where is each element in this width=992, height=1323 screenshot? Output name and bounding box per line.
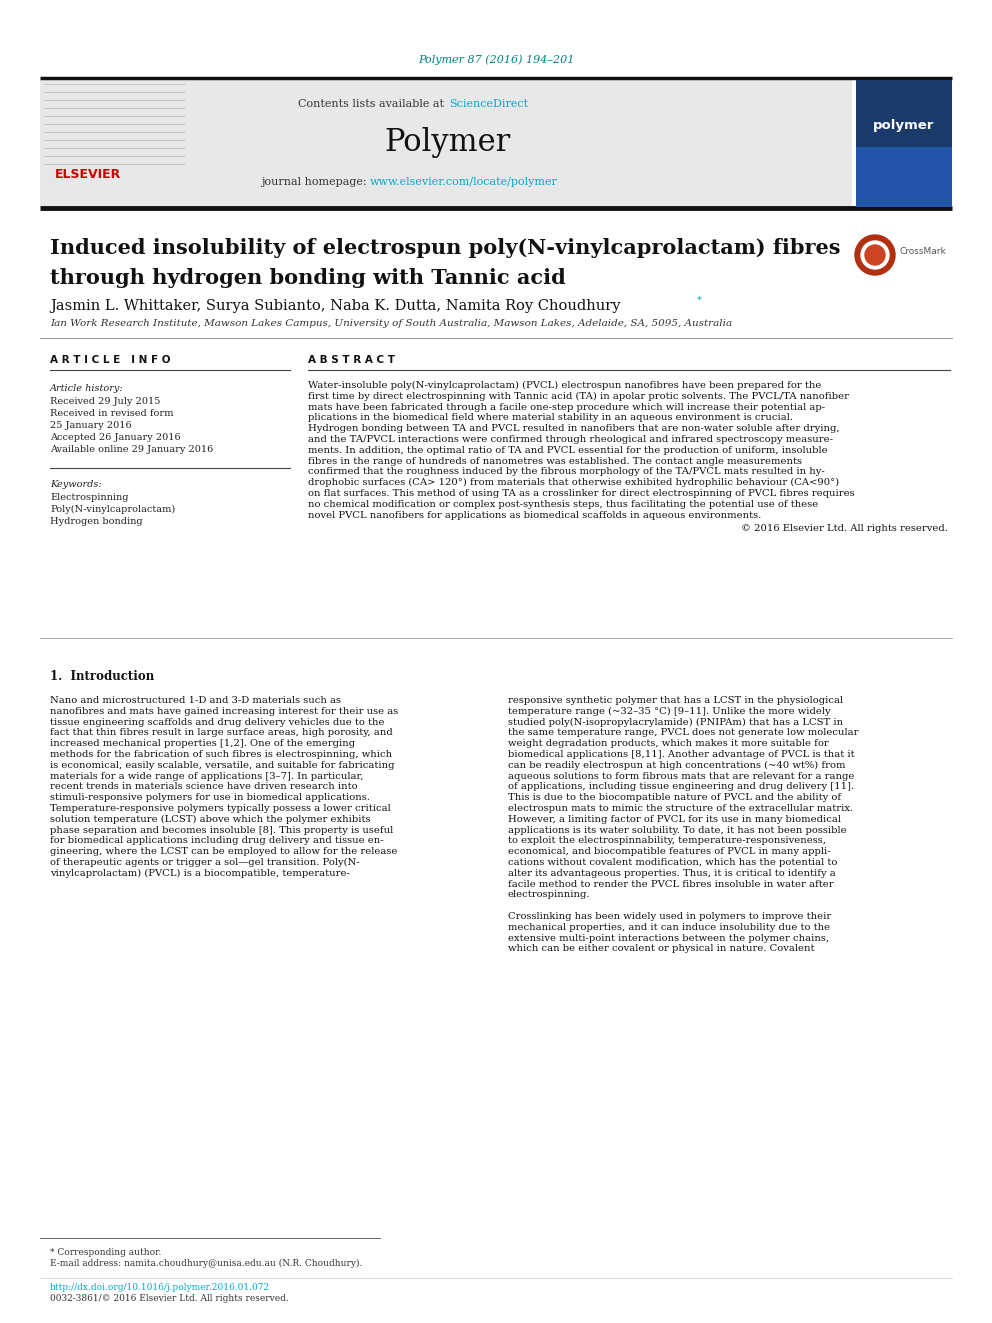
Text: increased mechanical properties [1,2]. One of the emerging: increased mechanical properties [1,2]. O…: [50, 740, 355, 749]
Text: Water-insoluble poly(N-vinylcaprolactam) (PVCL) electrospun nanofibres have been: Water-insoluble poly(N-vinylcaprolactam)…: [308, 381, 821, 390]
Text: fact that thin fibres result in large surface areas, high porosity, and: fact that thin fibres result in large su…: [50, 729, 393, 737]
Text: *: *: [697, 295, 702, 304]
Text: alter its advantageous properties. Thus, it is critical to identify a: alter its advantageous properties. Thus,…: [508, 869, 835, 877]
Text: http://dx.doi.org/10.1016/j.polymer.2016.01.072: http://dx.doi.org/10.1016/j.polymer.2016…: [50, 1283, 270, 1293]
Text: cations without covalent modification, which has the potential to: cations without covalent modification, w…: [508, 859, 837, 867]
Text: no chemical modification or complex post-synthesis steps, thus facilitating the : no chemical modification or complex post…: [308, 500, 818, 509]
Text: can be readily electrospun at high concentrations (~40 wt%) from: can be readily electrospun at high conce…: [508, 761, 845, 770]
Text: of therapeutic agents or trigger a sol—gel transition. Poly(N-: of therapeutic agents or trigger a sol—g…: [50, 859, 360, 867]
Circle shape: [855, 235, 895, 275]
Text: Poly(N-vinylcaprolactam): Poly(N-vinylcaprolactam): [50, 505, 176, 515]
Text: the same temperature range, PVCL does not generate low molecular: the same temperature range, PVCL does no…: [508, 729, 858, 737]
Text: A B S T R A C T: A B S T R A C T: [308, 355, 395, 365]
Text: aqueous solutions to form fibrous mats that are relevant for a range: aqueous solutions to form fibrous mats t…: [508, 771, 854, 781]
Text: ments. In addition, the optimal ratio of TA and PVCL essential for the productio: ments. In addition, the optimal ratio of…: [308, 446, 827, 455]
Text: on flat surfaces. This method of using TA as a crosslinker for direct electrospi: on flat surfaces. This method of using T…: [308, 490, 855, 497]
Text: polymer: polymer: [873, 119, 934, 131]
Text: Temperature-responsive polymers typically possess a lower critical: Temperature-responsive polymers typicall…: [50, 804, 391, 814]
Text: Accepted 26 January 2016: Accepted 26 January 2016: [50, 433, 181, 442]
Text: extensive multi-point interactions between the polymer chains,: extensive multi-point interactions betwe…: [508, 934, 829, 942]
Text: and the TA/PVCL interactions were confirmed through rheological and infrared spe: and the TA/PVCL interactions were confir…: [308, 435, 833, 445]
Bar: [856, 147, 952, 206]
Text: However, a limiting factor of PVCL for its use in many biomedical: However, a limiting factor of PVCL for i…: [508, 815, 841, 824]
Text: economical, and biocompatible features of PVCL in many appli-: economical, and biocompatible features o…: [508, 847, 830, 856]
Text: novel PVCL nanofibers for applications as biomedical scaffolds in aqueous enviro: novel PVCL nanofibers for applications a…: [308, 511, 761, 520]
Text: stimuli-responsive polymers for use in biomedical applications.: stimuli-responsive polymers for use in b…: [50, 794, 370, 802]
Text: Electrospinning: Electrospinning: [50, 493, 129, 501]
Text: A R T I C L E   I N F O: A R T I C L E I N F O: [50, 355, 171, 365]
Text: fibres in the range of hundreds of nanometres was established. The contact angle: fibres in the range of hundreds of nanom…: [308, 456, 802, 466]
Text: for biomedical applications including drug delivery and tissue en-: for biomedical applications including dr…: [50, 836, 384, 845]
Text: to exploit the electrospinnability, temperature-responsiveness,: to exploit the electrospinnability, temp…: [508, 836, 826, 845]
Circle shape: [861, 241, 889, 269]
Text: Contents lists available at: Contents lists available at: [299, 99, 448, 108]
Text: drophobic surfaces (CA> 120°) from materials that otherwise exhibited hydrophili: drophobic surfaces (CA> 120°) from mater…: [308, 478, 839, 487]
Text: electrospinning.: electrospinning.: [508, 890, 590, 900]
Bar: [856, 79, 952, 206]
Text: Available online 29 January 2016: Available online 29 January 2016: [50, 445, 213, 454]
Text: 0032-3861/© 2016 Elsevier Ltd. All rights reserved.: 0032-3861/© 2016 Elsevier Ltd. All right…: [50, 1294, 289, 1303]
Text: recent trends in materials science have driven research into: recent trends in materials science have …: [50, 782, 358, 791]
Text: biomedical applications [8,11]. Another advantage of PVCL is that it: biomedical applications [8,11]. Another …: [508, 750, 855, 759]
Text: applications is its water solubility. To date, it has not been possible: applications is its water solubility. To…: [508, 826, 846, 835]
Text: mats have been fabricated through a facile one-step procedure which will increas: mats have been fabricated through a faci…: [308, 402, 825, 411]
Text: Hydrogen bonding: Hydrogen bonding: [50, 517, 143, 527]
Text: nanofibres and mats have gained increasing interest for their use as: nanofibres and mats have gained increasi…: [50, 706, 398, 716]
Text: E-mail address: namita.choudhury@unisa.edu.au (N.R. Choudhury).: E-mail address: namita.choudhury@unisa.e…: [50, 1259, 362, 1269]
Text: confirmed that the roughness induced by the fibrous morphology of the TA/PVCL ma: confirmed that the roughness induced by …: [308, 467, 824, 476]
Text: solution temperature (LCST) above which the polymer exhibits: solution temperature (LCST) above which …: [50, 815, 370, 824]
Text: ELSEVIER: ELSEVIER: [55, 168, 121, 180]
Text: Induced insolubility of electrospun poly(N-vinylcaprolactam) fibres: Induced insolubility of electrospun poly…: [50, 238, 840, 258]
Text: Hydrogen bonding between TA and PVCL resulted in nanofibers that are non-water s: Hydrogen bonding between TA and PVCL res…: [308, 425, 839, 433]
Text: © 2016 Elsevier Ltd. All rights reserved.: © 2016 Elsevier Ltd. All rights reserved…: [741, 524, 948, 533]
Text: Article history:: Article history:: [50, 384, 124, 393]
Text: 1.  Introduction: 1. Introduction: [50, 669, 154, 683]
Text: facile method to render the PVCL fibres insoluble in water after: facile method to render the PVCL fibres …: [508, 880, 833, 889]
Bar: [40, 79, 852, 206]
Text: tissue engineering scaffolds and drug delivery vehicles due to the: tissue engineering scaffolds and drug de…: [50, 717, 385, 726]
Text: gineering, where the LCST can be employed to allow for the release: gineering, where the LCST can be employe…: [50, 847, 398, 856]
Text: * Corresponding author.: * Corresponding author.: [50, 1248, 162, 1257]
Text: ScienceDirect: ScienceDirect: [449, 99, 528, 108]
Text: Received 29 July 2015: Received 29 July 2015: [50, 397, 161, 406]
Text: www.elsevier.com/locate/polymer: www.elsevier.com/locate/polymer: [370, 177, 558, 187]
Text: through hydrogen bonding with Tannic acid: through hydrogen bonding with Tannic aci…: [50, 269, 565, 288]
Text: plications in the biomedical field where material stability in an aqueous enviro: plications in the biomedical field where…: [308, 413, 793, 422]
Text: vinylcaprolactam) (PVCL) is a biocompatible, temperature-: vinylcaprolactam) (PVCL) is a biocompati…: [50, 869, 350, 878]
Circle shape: [865, 245, 885, 265]
Text: journal homepage:: journal homepage:: [261, 177, 370, 187]
Text: Crosslinking has been widely used in polymers to improve their: Crosslinking has been widely used in pol…: [508, 912, 831, 921]
Text: Nano and microstructured 1-D and 3-D materials such as: Nano and microstructured 1-D and 3-D mat…: [50, 696, 341, 705]
Text: Jasmin L. Whittaker, Surya Subianto, Naba K. Dutta, Namita Roy Choudhury: Jasmin L. Whittaker, Surya Subianto, Nab…: [50, 299, 621, 314]
Text: first time by direct electrospinning with Tannic acid (TA) in apolar protic solv: first time by direct electrospinning wit…: [308, 392, 849, 401]
Text: electrospun mats to mimic the structure of the extracellular matrix.: electrospun mats to mimic the structure …: [508, 804, 853, 814]
Text: materials for a wide range of applications [3–7]. In particular,: materials for a wide range of applicatio…: [50, 771, 363, 781]
Text: phase separation and becomes insoluble [8]. This property is useful: phase separation and becomes insoluble […: [50, 826, 393, 835]
Text: Ian Work Research Institute, Mawson Lakes Campus, University of South Australia,: Ian Work Research Institute, Mawson Lake…: [50, 319, 732, 328]
Text: Keywords:: Keywords:: [50, 480, 101, 490]
Text: weight degradation products, which makes it more suitable for: weight degradation products, which makes…: [508, 740, 828, 749]
Text: is economical, easily scalable, versatile, and suitable for fabricating: is economical, easily scalable, versatil…: [50, 761, 395, 770]
Text: CrossMark: CrossMark: [900, 247, 946, 257]
Text: mechanical properties, and it can induce insolubility due to the: mechanical properties, and it can induce…: [508, 923, 830, 931]
Text: 25 January 2016: 25 January 2016: [50, 421, 132, 430]
Text: Polymer 87 (2016) 194–201: Polymer 87 (2016) 194–201: [418, 54, 574, 65]
Text: methods for the fabrication of such fibres is electrospinning, which: methods for the fabrication of such fibr…: [50, 750, 392, 759]
Text: Received in revised form: Received in revised form: [50, 409, 174, 418]
Text: responsive synthetic polymer that has a LCST in the physiological: responsive synthetic polymer that has a …: [508, 696, 843, 705]
Text: of applications, including tissue engineering and drug delivery [11].: of applications, including tissue engine…: [508, 782, 854, 791]
Text: Polymer: Polymer: [385, 127, 511, 159]
Text: which can be either covalent or physical in nature. Covalent: which can be either covalent or physical…: [508, 945, 814, 954]
Text: studied poly(N-isopropylacrylamide) (PNIPAm) that has a LCST in: studied poly(N-isopropylacrylamide) (PNI…: [508, 717, 843, 726]
Text: temperature range (~32–35 °C) [9–11]. Unlike the more widely: temperature range (~32–35 °C) [9–11]. Un…: [508, 706, 830, 716]
Text: This is due to the biocompatible nature of PVCL and the ability of: This is due to the biocompatible nature …: [508, 794, 841, 802]
